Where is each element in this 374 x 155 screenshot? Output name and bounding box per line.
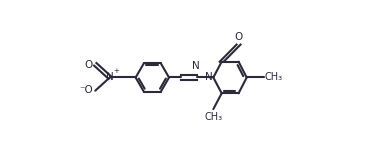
Text: O: O [234,32,243,42]
Text: CH₃: CH₃ [265,73,283,82]
Text: N: N [106,73,114,82]
Text: N: N [205,73,212,82]
Text: O: O [85,60,93,70]
Text: +: + [113,68,119,74]
Text: CH₃: CH₃ [204,112,223,122]
Text: ⁻O: ⁻O [79,85,93,95]
Text: N: N [192,61,200,71]
